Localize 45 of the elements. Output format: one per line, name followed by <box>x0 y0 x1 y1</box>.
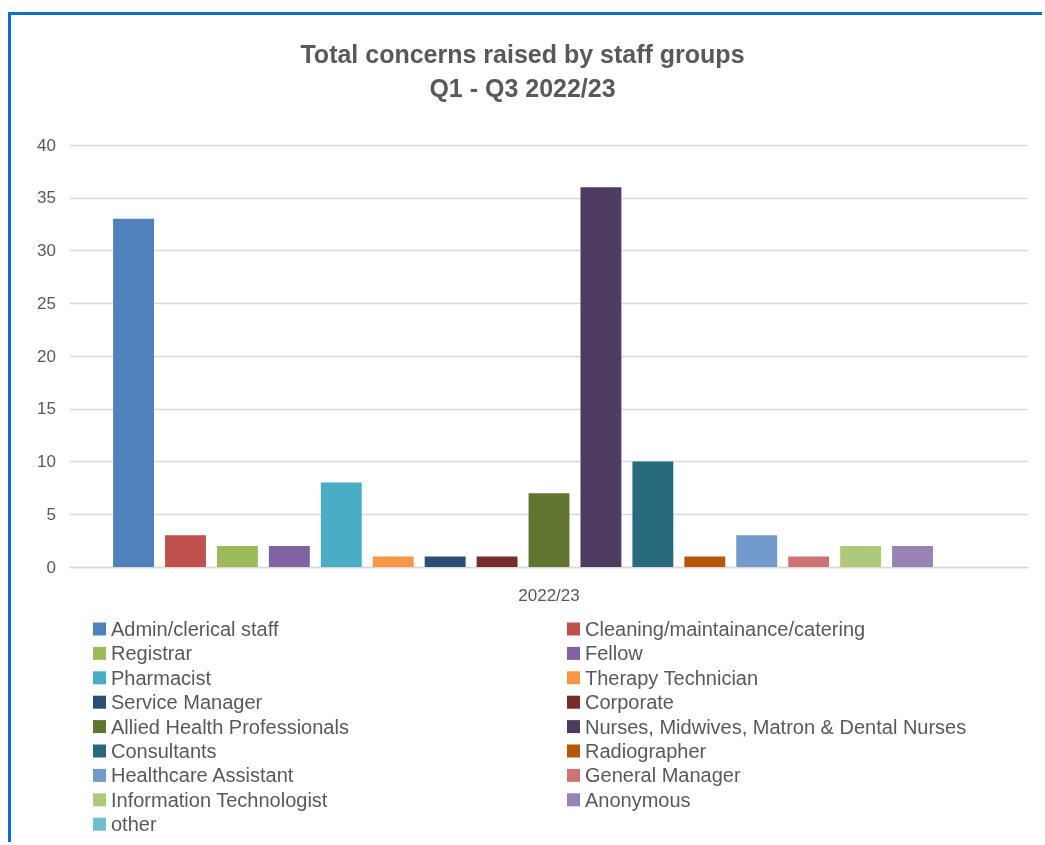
legend-label: Consultants <box>111 740 217 762</box>
bar <box>216 545 258 567</box>
chart-subtitle: Q1 - Q3 2022/23 <box>429 73 616 102</box>
bar <box>788 556 830 567</box>
legend-label: Information Technologist <box>111 788 328 811</box>
legend-label: Allied Health Professionals <box>111 715 349 738</box>
bar <box>165 535 206 567</box>
bar <box>684 556 726 567</box>
legend-label: Nurses, Midwives, Matron & Dental Nurses <box>585 715 967 738</box>
y-tick-label: 35 <box>37 188 56 208</box>
bar <box>424 556 466 567</box>
legend-label: Pharmacist <box>111 666 212 689</box>
bar <box>736 535 778 567</box>
y-tick-label: 0 <box>46 557 56 577</box>
bar <box>268 545 310 567</box>
y-tick-label: 40 <box>37 135 56 155</box>
legend-label: Fellow <box>585 642 644 665</box>
bar <box>113 218 154 567</box>
y-tick-label: 20 <box>37 346 56 366</box>
bar <box>476 556 518 567</box>
bar <box>372 556 414 567</box>
bar <box>632 461 674 567</box>
y-tick-label: 15 <box>37 399 56 419</box>
y-tick-label: 30 <box>37 241 56 260</box>
bar <box>892 545 933 567</box>
y-tick-label: 25 <box>37 293 56 313</box>
y-tick-label: 5 <box>46 504 56 524</box>
bar <box>320 482 362 567</box>
legend-label: Therapy Technician <box>585 666 759 689</box>
y-tick-label: 10 <box>37 452 56 471</box>
legend-label: Admin/clerical staff <box>111 618 279 640</box>
bar <box>840 545 882 567</box>
legend-label: Registrar <box>111 642 193 665</box>
legend-label: Anonymous <box>585 788 691 811</box>
legend-label: Cleaning/maintainance/catering <box>585 618 866 640</box>
legend-label: other <box>111 813 157 836</box>
legend-label: Corporate <box>585 691 674 714</box>
legend-label: Service Manager <box>111 691 263 714</box>
legend-label: Healthcare Assistant <box>111 764 294 787</box>
legend-label: General Manager <box>585 764 741 787</box>
chart-title: Total concerns raised by staff groups <box>300 39 745 68</box>
x-tick-label: 2022/23 <box>518 586 580 605</box>
legend-label: Radiographer <box>585 740 707 762</box>
bar <box>528 493 570 567</box>
bar <box>580 187 622 567</box>
